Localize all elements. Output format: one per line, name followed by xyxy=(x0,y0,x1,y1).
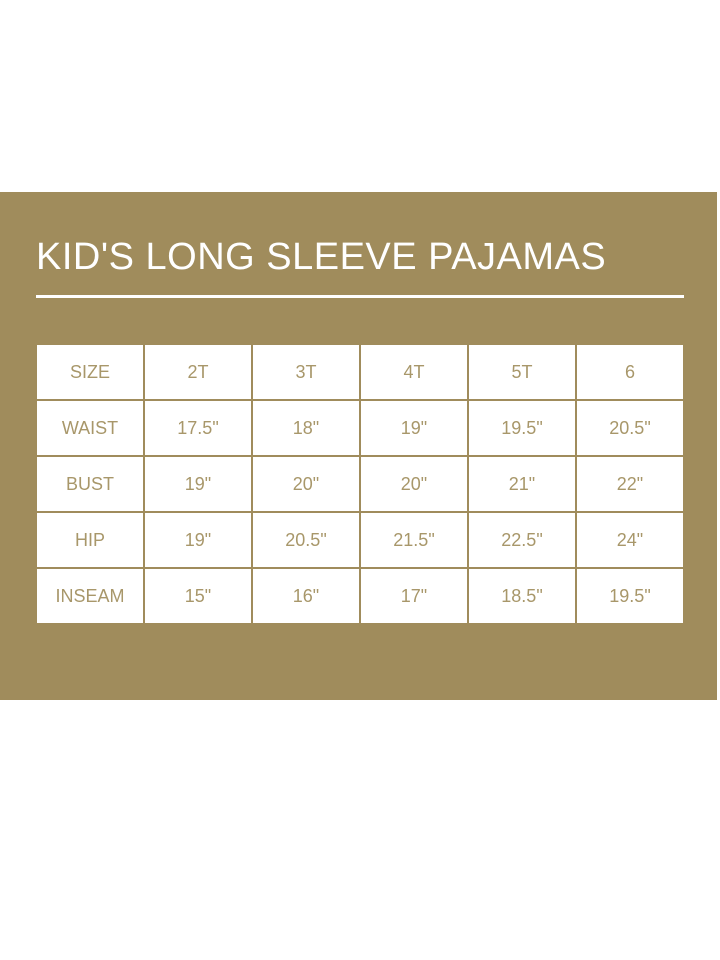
measurement-cell: 19.5" xyxy=(467,399,577,457)
measurement-cell: 17" xyxy=(359,567,469,625)
size-chart-table: SIZE 2T 3T 4T 5T 6 WAIST 17.5" 18" 19" 19.5" 20.5" B… xyxy=(35,343,685,625)
measurement-cell: 18.5" xyxy=(467,567,577,625)
measurement-cell: 17.5" xyxy=(143,399,253,457)
measurement-cell: 22" xyxy=(575,455,685,513)
measurement-cell: 18" xyxy=(251,399,361,457)
page-title: KID'S LONG SLEEVE PAJAMAS xyxy=(36,236,607,278)
measurement-cell: 15" xyxy=(143,567,253,625)
measurement-cell: 20.5" xyxy=(575,399,685,457)
measurement-cell: 19" xyxy=(143,511,253,569)
size-header-cell: 3T xyxy=(251,343,361,401)
table-row-hip: HIP 19" 20.5" 21.5" 22.5" 24" xyxy=(35,511,685,569)
size-header-cell: 5T xyxy=(467,343,577,401)
size-chart-panel: KID'S LONG SLEEVE PAJAMAS SIZE 2T 3T 4T 5T 6 W… xyxy=(0,192,717,700)
table-row-waist: WAIST 17.5" 18" 19" 19.5" 20.5" xyxy=(35,399,685,457)
row-label: INSEAM xyxy=(35,567,145,625)
measurement-cell: 20" xyxy=(359,455,469,513)
table-row-size: SIZE 2T 3T 4T 5T 6 xyxy=(35,343,685,401)
row-label: BUST xyxy=(35,455,145,513)
measurement-cell: 19" xyxy=(359,399,469,457)
row-label: HIP xyxy=(35,511,145,569)
measurement-cell: 19" xyxy=(143,455,253,513)
measurement-cell: 20" xyxy=(251,455,361,513)
measurement-cell: 22.5" xyxy=(467,511,577,569)
measurement-cell: 21" xyxy=(467,455,577,513)
table-row-bust: BUST 19" 20" 20" 21" 22" xyxy=(35,455,685,513)
measurement-cell: 24" xyxy=(575,511,685,569)
measurement-cell: 20.5" xyxy=(251,511,361,569)
title-divider xyxy=(36,295,684,298)
measurement-cell: 16" xyxy=(251,567,361,625)
measurement-cell: 19.5" xyxy=(575,567,685,625)
size-header-cell: 4T xyxy=(359,343,469,401)
size-header-cell: 6 xyxy=(575,343,685,401)
row-label: WAIST xyxy=(35,399,145,457)
measurement-cell: 21.5" xyxy=(359,511,469,569)
table-row-inseam: INSEAM 15" 16" 17" 18.5" 19.5" xyxy=(35,567,685,625)
row-label: SIZE xyxy=(35,343,145,401)
size-header-cell: 2T xyxy=(143,343,253,401)
